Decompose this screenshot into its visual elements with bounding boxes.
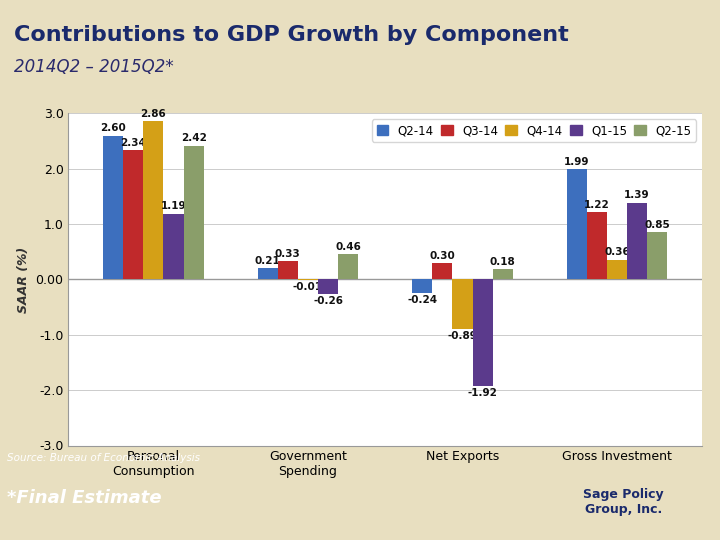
Bar <box>607 260 627 280</box>
Text: 0.21: 0.21 <box>255 255 281 266</box>
Bar <box>627 202 647 280</box>
Bar <box>647 232 667 280</box>
Bar <box>143 121 163 280</box>
Text: -0.89: -0.89 <box>448 331 477 341</box>
Bar <box>413 280 432 293</box>
Text: -0.01: -0.01 <box>293 282 323 292</box>
Text: 2.34: 2.34 <box>120 138 146 148</box>
Legend: Q2-14, Q3-14, Q4-14, Q1-15, Q2-15: Q2-14, Q3-14, Q4-14, Q1-15, Q2-15 <box>372 119 696 141</box>
Text: Source: Bureau of Economic Analysis: Source: Bureau of Economic Analysis <box>7 453 200 463</box>
Text: 0.46: 0.46 <box>336 242 361 252</box>
Bar <box>492 269 513 280</box>
Text: -0.26: -0.26 <box>313 296 343 306</box>
Text: Sage Policy
Group, Inc.: Sage Policy Group, Inc. <box>583 488 664 516</box>
Bar <box>258 268 278 280</box>
Bar <box>278 261 298 280</box>
Bar <box>452 280 472 329</box>
Text: *Final Estimate: *Final Estimate <box>7 489 162 507</box>
Text: 1.22: 1.22 <box>584 200 610 210</box>
Text: 0.85: 0.85 <box>644 220 670 230</box>
Bar <box>163 214 184 280</box>
Bar <box>567 170 587 280</box>
Text: 2.60: 2.60 <box>100 123 126 133</box>
Text: 1.39: 1.39 <box>624 190 650 200</box>
Text: 2.42: 2.42 <box>181 133 207 143</box>
Text: 0.18: 0.18 <box>490 257 516 267</box>
Text: 2.86: 2.86 <box>140 109 166 119</box>
Bar <box>184 145 204 280</box>
Y-axis label: SAAR (%): SAAR (%) <box>17 246 30 313</box>
Bar <box>103 136 123 280</box>
Bar <box>587 212 607 280</box>
Bar <box>432 263 452 280</box>
Text: 0.33: 0.33 <box>275 249 301 259</box>
Text: Contributions to GDP Growth by Component: Contributions to GDP Growth by Component <box>14 25 569 45</box>
Text: 1.19: 1.19 <box>161 201 186 211</box>
Bar <box>338 254 358 280</box>
Text: 1.99: 1.99 <box>564 157 590 167</box>
Text: -0.24: -0.24 <box>408 295 437 305</box>
Text: 0.30: 0.30 <box>430 251 455 261</box>
Text: 0.36: 0.36 <box>604 247 630 258</box>
Bar <box>472 280 492 386</box>
Text: 2014Q2 – 2015Q2*: 2014Q2 – 2015Q2* <box>14 58 174 77</box>
Text: -1.92: -1.92 <box>467 388 498 398</box>
Bar <box>318 280 338 294</box>
Bar <box>123 150 143 280</box>
